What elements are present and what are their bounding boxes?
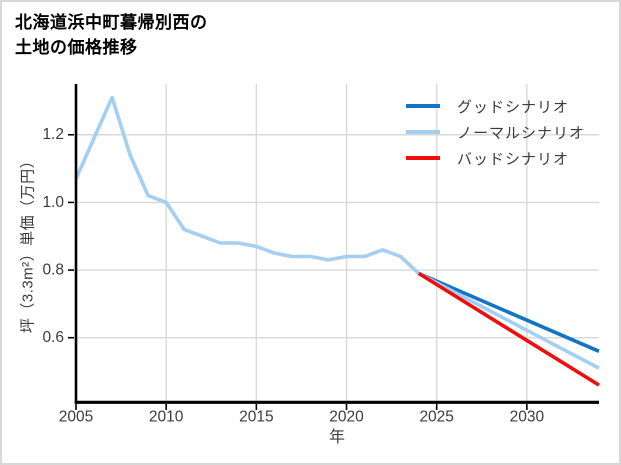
y-axis-label: 坪（3.3m²）単価（万円） [19,152,37,334]
legend-swatch [406,129,440,135]
tick-marks [68,133,528,410]
legend-label: ノーマルシナリオ [457,124,586,142]
y-tick-label: 1.0 [42,194,64,211]
y-tick-labels: 0.6 0.8 1.0 1.2 [42,126,64,346]
legend-swatch [406,155,440,161]
x-tick-label: 2030 [510,408,545,425]
x-tick-label: 2025 [419,408,453,425]
y-tick-label: 0.6 [42,329,64,346]
grid-lines [75,84,599,402]
x-tick-label: 2010 [149,408,184,425]
x-tick-label: 2005 [59,408,93,425]
series-line-2 [417,271,600,370]
x-tick-label: 2020 [329,408,364,425]
scenario-legend: グッドシナリオ ノーマルシナリオ バッドシナリオ [406,93,585,171]
x-axis-label: 年 [328,429,346,446]
legend-label: グッドシナリオ [457,98,570,116]
x-tick-label: 2015 [239,408,273,425]
series-line-0 [74,95,420,275]
legend-item-0: グッドシナリオ [406,93,585,119]
legend-item-2: バッドシナリオ [406,145,585,171]
y-tick-label: 0.8 [42,262,64,279]
legend-label: バッドシナリオ [457,150,570,168]
series-line-3 [417,271,600,387]
chart-title: 北海道浜中町暮帰別西の 土地の価格推移 [15,11,208,60]
chart-title-line1: 北海道浜中町暮帰別西の [15,13,208,32]
axes [74,84,599,404]
legend-swatch [406,103,440,109]
chart-title-line2: 土地の価格推移 [15,37,138,57]
y-tick-label: 1.2 [42,126,64,143]
series-line-1 [417,271,600,353]
x-tick-labels: 2005 2010 2015 2020 2025 2030 [59,408,545,425]
legend-item-1: ノーマルシナリオ [406,119,585,145]
